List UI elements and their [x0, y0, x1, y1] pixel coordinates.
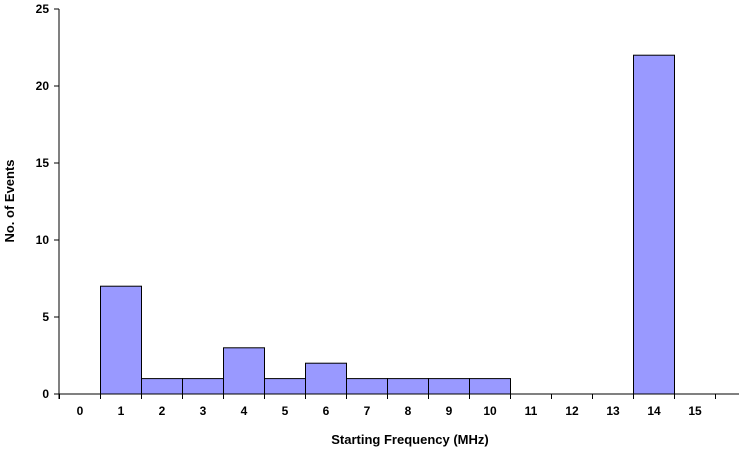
- x-tick-label-12: 12: [565, 404, 579, 418]
- x-tick-label-3: 3: [200, 404, 207, 418]
- y-tick-label-25: 25: [36, 2, 50, 16]
- bar-10: [469, 378, 511, 395]
- y-axis-ticks: 0 5 10 15 20 25: [36, 2, 59, 401]
- bar-6: [305, 362, 347, 395]
- x-tick-label-14: 14: [647, 404, 661, 418]
- bar-series: [100, 54, 675, 395]
- axes: [54, 9, 739, 399]
- bar-8: [387, 378, 429, 395]
- bar-9: [428, 378, 470, 395]
- x-axis-ticks: 0 1 2 3 4 5 6 7 8 9 10 11 12 13 14 15: [59, 394, 716, 418]
- y-tick-label-0: 0: [42, 387, 49, 401]
- bar-1: [100, 285, 142, 395]
- bar-3: [182, 378, 224, 395]
- bar-14: [633, 54, 675, 395]
- y-tick-label-10: 10: [36, 233, 50, 247]
- x-tick-label-8: 8: [405, 404, 412, 418]
- x-tick-label-5: 5: [282, 404, 289, 418]
- y-tick-label-15: 15: [36, 156, 50, 170]
- bar-5: [264, 378, 306, 395]
- bar-4: [223, 347, 265, 395]
- y-tick-label-20: 20: [36, 79, 50, 93]
- x-tick-label-4: 4: [241, 404, 248, 418]
- x-tick-label-13: 13: [606, 404, 620, 418]
- x-tick-label-1: 1: [118, 404, 125, 418]
- y-tick-label-5: 5: [42, 310, 49, 324]
- y-axis-title: No. of Events: [2, 159, 17, 242]
- x-axis-title: Starting Frequency (MHz): [331, 432, 488, 447]
- bar-7: [346, 378, 388, 395]
- x-tick-label-6: 6: [323, 404, 330, 418]
- bar-2: [141, 378, 183, 395]
- x-tick-label-9: 9: [446, 404, 453, 418]
- x-tick-label-0: 0: [77, 404, 84, 418]
- x-tick-label-15: 15: [688, 404, 702, 418]
- x-tick-label-10: 10: [483, 404, 497, 418]
- x-tick-label-11: 11: [525, 404, 538, 418]
- x-tick-label-2: 2: [159, 404, 166, 418]
- x-tick-label-7: 7: [364, 404, 371, 418]
